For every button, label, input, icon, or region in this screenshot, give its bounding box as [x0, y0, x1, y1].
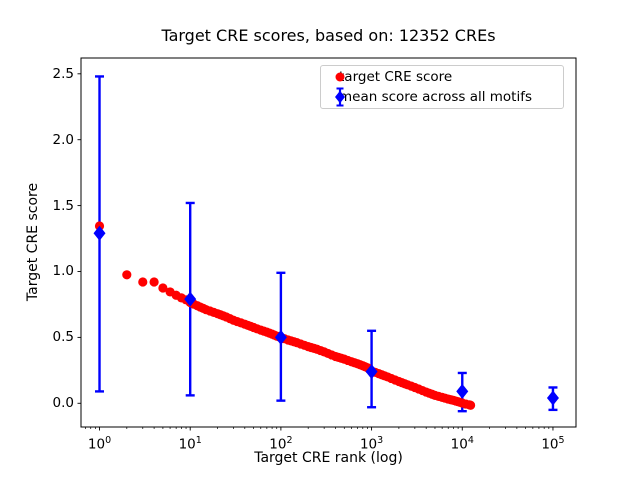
- axis-ticks: [77, 73, 554, 431]
- x-tick-label: 105: [541, 435, 565, 453]
- x-tick-label: 102: [269, 435, 293, 453]
- legend-label: mean score across all motifs: [339, 89, 533, 105]
- legend-red-dot-icon: [335, 72, 345, 82]
- x-axis-label: Target CRE rank (log): [254, 450, 403, 466]
- x-tick-label: 104: [450, 435, 474, 453]
- chart-title: Target CRE scores, based on: 12352 CREs: [161, 26, 496, 45]
- y-tick-label: 0.5: [52, 329, 74, 346]
- x-tick-label: 100: [87, 435, 112, 453]
- x-tick-label: 101: [178, 435, 202, 453]
- legend-label: target CRE score: [339, 69, 453, 85]
- legend-item-target-cre-score: target CRE score: [327, 67, 452, 87]
- axes-spines: [80, 57, 577, 428]
- y-tick-label: 1.0: [52, 263, 74, 280]
- mean-series-diamonds: [93, 225, 559, 406]
- legend-item-mean-score: mean score across all motifs: [327, 87, 532, 107]
- y-tick-label: 2.0: [52, 131, 74, 148]
- y-tick-label: 0.0: [52, 395, 74, 412]
- x-tick-label: 103: [359, 435, 384, 453]
- mean-series-errorbars: [95, 75, 558, 413]
- legend-blue-diamond-icon: [335, 87, 345, 107]
- legend: target CRE score mean score across all m…: [320, 65, 564, 109]
- target-cre-score-series: [94, 221, 476, 410]
- y-tick-label: 1.5: [52, 197, 74, 214]
- y-tick-label: 2.5: [52, 65, 74, 82]
